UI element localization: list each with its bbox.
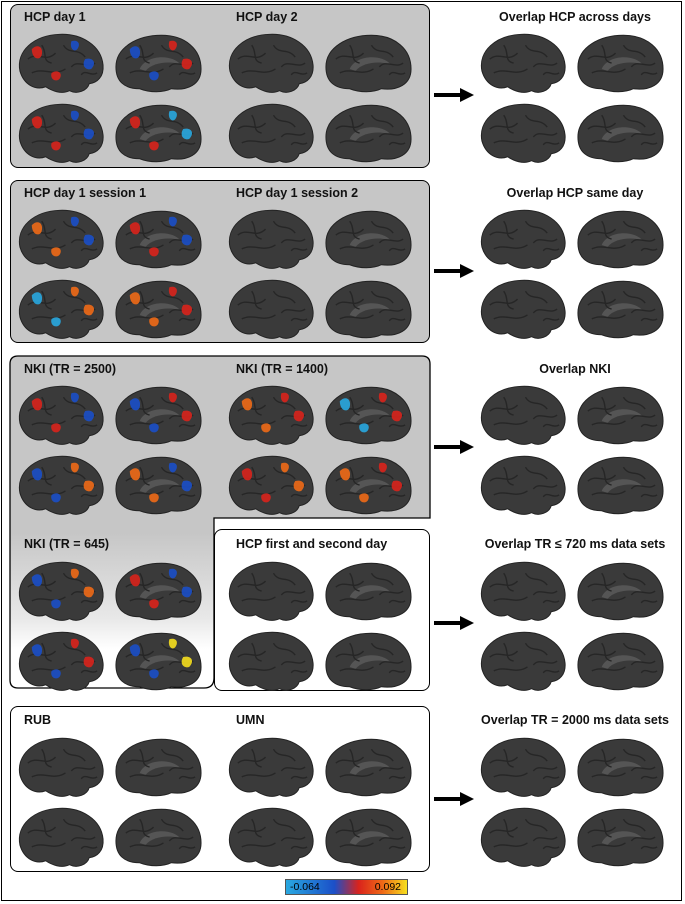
medial-brain-surface xyxy=(115,386,202,445)
lateral-brain-surface xyxy=(18,279,104,339)
lateral-brain-surface xyxy=(228,455,314,515)
medial-brain-surface xyxy=(577,456,664,515)
lateral-brain-surface xyxy=(18,209,104,269)
label-overlap-tr2000: Overlap TR = 2000 ms data sets xyxy=(481,713,669,727)
medial-brain-surface xyxy=(115,738,202,797)
colorbar-min-label: -0.064 xyxy=(290,881,320,893)
lateral-brain-surface xyxy=(18,807,104,867)
lateral-brain-surface xyxy=(480,807,566,867)
medial-brain-surface xyxy=(577,632,664,691)
lateral-brain-surface xyxy=(18,33,104,93)
lateral-brain-surface xyxy=(228,33,314,93)
label-nki-1400: NKI (TR = 1400) xyxy=(236,362,329,376)
lateral-brain-surface xyxy=(480,737,566,797)
medial-brain-surface xyxy=(577,210,664,269)
medial-brain-surface xyxy=(577,386,664,445)
lateral-brain-surface xyxy=(228,103,314,163)
lateral-brain-surface xyxy=(480,33,566,93)
medial-brain-surface xyxy=(577,808,664,867)
arrow-right-icon xyxy=(434,616,474,630)
label-umn: UMN xyxy=(236,713,265,727)
lateral-brain-surface xyxy=(18,737,104,797)
colorbar-max-label: 0.092 xyxy=(374,881,401,893)
lateral-brain-surface xyxy=(480,385,566,445)
medial-brain-surface xyxy=(325,738,412,797)
label-nki-2500: NKI (TR = 2500) xyxy=(24,362,117,376)
medial-brain-surface xyxy=(577,562,664,621)
label-nki-645: NKI (TR = 645) xyxy=(24,537,110,551)
medial-brain-surface xyxy=(325,632,412,691)
medial-brain-surface xyxy=(577,738,664,797)
medial-brain-surface xyxy=(115,104,202,163)
colorbar: -0.064 0.092 xyxy=(285,879,408,895)
label-overlap-tr720: Overlap TR ≤ 720 ms data sets xyxy=(484,537,666,551)
label-hcp-day1: HCP day 1 xyxy=(24,10,86,24)
lateral-brain-surface xyxy=(18,561,104,621)
medial-brain-surface xyxy=(325,34,412,93)
lateral-brain-surface xyxy=(18,103,104,163)
lateral-brain-surface xyxy=(480,455,566,515)
lateral-brain-surface xyxy=(480,103,566,163)
medial-brain-surface xyxy=(325,386,412,445)
lateral-brain-surface xyxy=(228,279,314,339)
medial-brain-surface xyxy=(115,210,202,269)
medial-brain-surface xyxy=(325,562,412,621)
lateral-brain-surface xyxy=(18,455,104,515)
lateral-brain-surface xyxy=(480,279,566,339)
lateral-brain-surface xyxy=(228,561,314,621)
medial-brain-surface xyxy=(577,34,664,93)
medial-brain-surface xyxy=(577,104,664,163)
lateral-brain-surface xyxy=(228,385,314,445)
lateral-brain-surface xyxy=(18,385,104,445)
medial-brain-surface xyxy=(325,808,412,867)
medial-brain-surface xyxy=(115,34,202,93)
medial-brain-surface xyxy=(115,632,202,691)
medial-brain-surface xyxy=(115,562,202,621)
medial-brain-surface xyxy=(115,280,202,339)
medial-brain-surface xyxy=(577,280,664,339)
label-hcp-session1: HCP day 1 session 1 xyxy=(24,186,147,200)
label-overlap-across-days: Overlap HCP across days xyxy=(499,10,651,24)
label-rub: RUB xyxy=(24,713,52,727)
label-hcp-day2: HCP day 2 xyxy=(236,10,298,24)
lateral-brain-surface xyxy=(480,209,566,269)
medial-brain-surface xyxy=(325,104,412,163)
label-hcp-first-second: HCP first and second day xyxy=(236,537,388,551)
lateral-brain-surface xyxy=(480,631,566,691)
arrow-right-icon xyxy=(434,792,474,806)
arrow-right-icon xyxy=(434,440,474,454)
lateral-brain-surface xyxy=(228,631,314,691)
medial-brain-surface xyxy=(325,456,412,515)
lateral-brain-surface xyxy=(228,209,314,269)
medial-brain-surface xyxy=(115,456,202,515)
lateral-brain-surface xyxy=(480,561,566,621)
medial-brain-surface xyxy=(325,280,412,339)
lateral-brain-surface xyxy=(228,737,314,797)
label-hcp-session2: HCP day 1 session 2 xyxy=(236,186,359,200)
lateral-brain-surface xyxy=(228,807,314,867)
medial-brain-surface xyxy=(115,808,202,867)
label-overlap-same-day: Overlap HCP same day xyxy=(506,186,644,200)
arrow-right-icon xyxy=(434,264,474,278)
label-overlap-nki: Overlap NKI xyxy=(539,362,611,376)
lateral-brain-surface xyxy=(18,631,104,691)
arrow-right-icon xyxy=(434,88,474,102)
medial-brain-surface xyxy=(325,210,412,269)
